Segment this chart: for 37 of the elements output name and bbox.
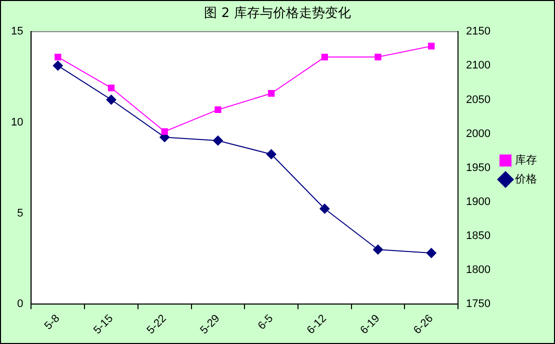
point (52, 60, 63, 71)
point (214, 106, 222, 114)
y2-tick-label: 2100 (466, 60, 491, 72)
x-tick-label: 5-29 (198, 312, 222, 337)
point (106, 94, 116, 105)
y-tick-label: 10 (10, 116, 24, 128)
point (268, 90, 275, 97)
x-tick-label: 6-26 (412, 312, 436, 337)
point (426, 248, 436, 258)
chart-title: 图 2 库存与价格走势变化 (204, 6, 351, 22)
y2-tick-label: 2150 (466, 26, 491, 38)
point (108, 84, 115, 92)
point (373, 244, 384, 255)
legend-label: 库存 (515, 153, 537, 166)
point (266, 149, 276, 160)
x-tick-label: 6-19 (358, 312, 382, 337)
y2-tick-label: 1900 (466, 196, 491, 208)
legend-label: 价格 (514, 172, 537, 186)
y2-tick-label: 2000 (466, 128, 491, 140)
point (321, 54, 328, 60)
point (374, 54, 382, 60)
y-tick-label: 15 (10, 26, 24, 38)
y2-tick-label: 1800 (466, 264, 491, 276)
point (212, 136, 223, 146)
y-tick-label: 5 (17, 207, 24, 220)
point (54, 54, 62, 60)
x-tick-label: 6-5 (256, 312, 276, 332)
y2-tick-label: 2050 (466, 94, 491, 106)
y2-tick-label: 1850 (466, 230, 491, 242)
x-tick-label: 6-12 (304, 312, 329, 337)
y2-tick-label: 1950 (466, 162, 491, 174)
y-tick-label: 0 (17, 298, 24, 310)
x-tick-label: 5-8 (42, 312, 62, 332)
point (161, 128, 168, 135)
point (428, 42, 435, 50)
y2-tick-label: 1750 (466, 298, 491, 310)
point (320, 204, 330, 214)
